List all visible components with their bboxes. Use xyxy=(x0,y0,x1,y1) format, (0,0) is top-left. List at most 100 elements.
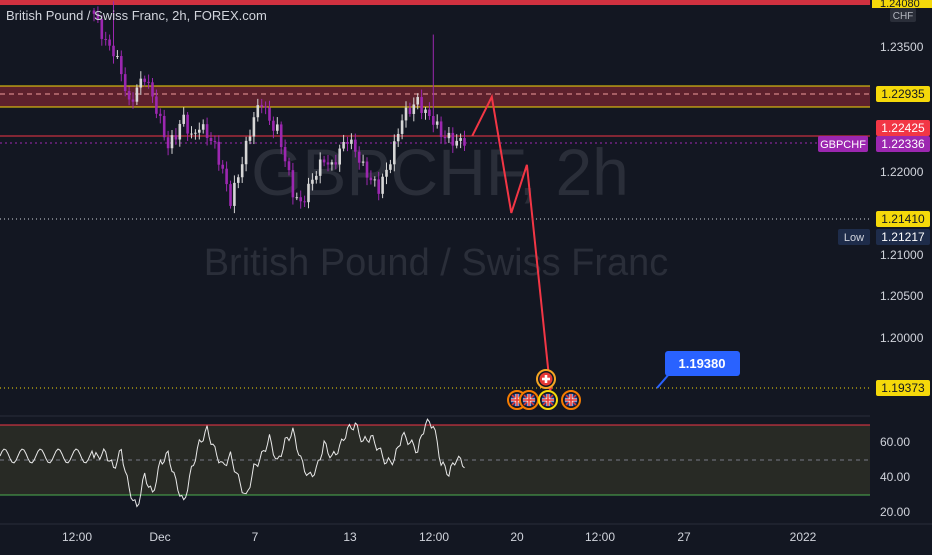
candle-body xyxy=(147,81,150,83)
zone-top-tag xyxy=(876,86,930,102)
price-tick: 1.23500 xyxy=(880,40,924,54)
candle-body xyxy=(139,78,143,88)
candle-body xyxy=(170,135,174,149)
candle-body xyxy=(412,104,416,114)
uk-flag-icon[interactable] xyxy=(561,390,581,410)
uk-flag-icon[interactable] xyxy=(519,390,539,410)
candle-body xyxy=(237,177,240,183)
candle-body xyxy=(217,141,221,165)
candle-body xyxy=(209,138,213,142)
candle-body xyxy=(354,139,357,152)
candle-body xyxy=(104,38,107,40)
candle-body xyxy=(463,138,466,146)
top-value-tag xyxy=(872,0,932,8)
candle-body xyxy=(420,97,423,113)
candle-body xyxy=(205,124,209,139)
candle-body xyxy=(311,179,314,184)
candle-body xyxy=(283,147,287,162)
symbol-price-tag xyxy=(876,136,930,152)
candle-body xyxy=(435,121,439,125)
candle-body xyxy=(233,182,236,206)
candle-body xyxy=(299,197,302,202)
symbol-tag-label: GBPCHF xyxy=(820,139,866,151)
candle-body xyxy=(381,176,384,194)
top-value-label: 1.24080 xyxy=(880,0,920,10)
candle-body xyxy=(439,121,443,137)
candle-body xyxy=(361,161,365,163)
time-label: 12:00 xyxy=(62,530,92,544)
candle-body xyxy=(135,87,139,102)
projection-path xyxy=(471,93,552,390)
rsi-tick: 60.00 xyxy=(880,435,910,449)
candle-body xyxy=(443,136,447,139)
price-axis: 1.23500 1.22000 1.21000 1.20500 1.20000 xyxy=(880,40,924,345)
support-label: 1.21410 xyxy=(881,212,925,226)
candle-body xyxy=(279,124,283,148)
target-tag xyxy=(876,380,930,396)
candle-body xyxy=(151,82,154,97)
candle-body xyxy=(120,56,123,75)
candle-body xyxy=(260,105,263,107)
rsi-tick: 20.00 xyxy=(880,505,910,519)
candle-body xyxy=(123,74,127,92)
candle-body xyxy=(116,56,119,58)
uk-flag-icon[interactable] xyxy=(538,390,558,410)
support-tag xyxy=(876,211,930,227)
candle-body xyxy=(174,135,178,140)
candle-body xyxy=(194,132,197,134)
time-label: 13 xyxy=(343,530,357,544)
candle-body xyxy=(201,124,205,130)
candle-body xyxy=(268,107,271,121)
symbol-title: British Pound / Swiss Franc, 2h, FOREX.c… xyxy=(6,8,267,23)
candle-body xyxy=(155,96,158,114)
candle-body xyxy=(108,39,111,46)
callout-text: 1.19380 xyxy=(679,356,726,371)
current-price-label: 1.22425 xyxy=(881,121,925,135)
time-label: Dec xyxy=(149,530,170,544)
price-tick: 1.20000 xyxy=(880,331,924,345)
candles xyxy=(92,1,466,214)
price-tick: 1.21000 xyxy=(880,248,924,262)
candle-body xyxy=(225,168,228,185)
time-label: 20 xyxy=(510,530,524,544)
target-label: 1.19373 xyxy=(881,381,925,395)
rsi-tick: 40.00 xyxy=(880,470,910,484)
candle-body xyxy=(432,116,435,125)
candle-body xyxy=(186,114,189,134)
candle-body xyxy=(428,109,431,117)
candle-body xyxy=(400,120,404,134)
candle-body xyxy=(322,159,326,163)
candle-body xyxy=(229,184,232,206)
zone-top-label: 1.22935 xyxy=(881,87,925,101)
candle-body xyxy=(303,201,306,203)
candle-body xyxy=(307,183,310,203)
time-label: 7 xyxy=(252,530,259,544)
event-icons[interactable] xyxy=(507,369,581,410)
currency-badge xyxy=(890,8,916,22)
candle-body xyxy=(143,78,146,82)
supply-zone xyxy=(0,86,870,107)
candle-body xyxy=(198,129,201,133)
watermark-name: British Pound / Swiss Franc xyxy=(204,242,669,284)
candle-body xyxy=(455,140,458,146)
time-label: 2022 xyxy=(790,530,817,544)
low-tag-label: Low xyxy=(844,232,864,244)
time-label: 12:00 xyxy=(585,530,615,544)
target-callout[interactable]: 1.19380 xyxy=(656,351,740,389)
candle-body xyxy=(244,140,248,165)
candle-body xyxy=(159,113,162,116)
candle-body xyxy=(373,179,377,181)
candle-body xyxy=(96,13,100,20)
candle-body xyxy=(252,117,256,137)
swiss-flag-icon[interactable] xyxy=(536,369,556,389)
candle-body xyxy=(248,136,252,141)
candle-body xyxy=(276,124,279,131)
candle-body xyxy=(369,177,373,181)
candle-body xyxy=(393,141,396,165)
current-price-tag xyxy=(876,120,930,136)
rsi-line xyxy=(0,418,465,508)
candle-body xyxy=(315,175,318,180)
candle-body xyxy=(127,91,131,100)
